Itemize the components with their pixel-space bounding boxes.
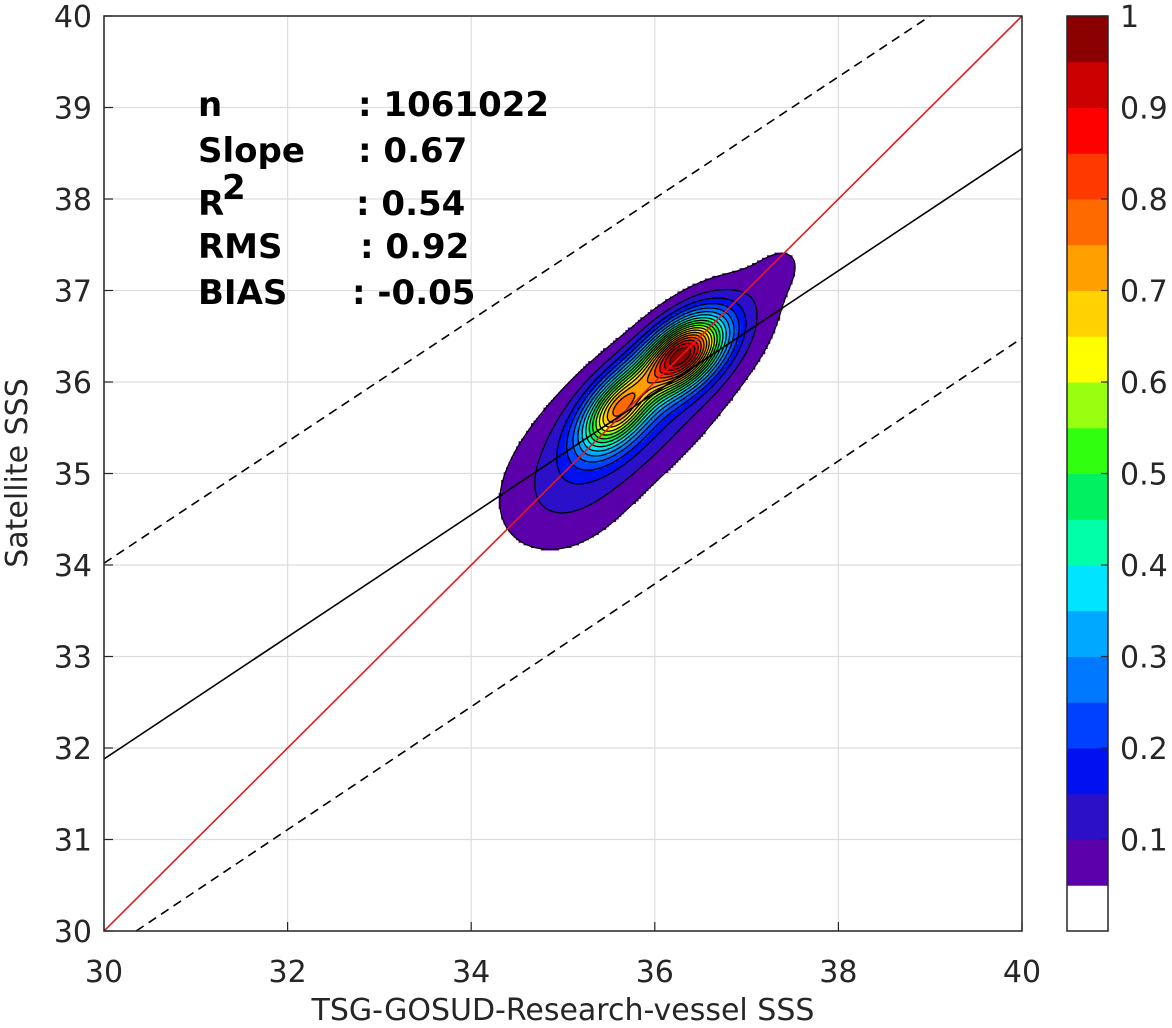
colorbar-tick-label: 0.8 bbox=[1120, 183, 1168, 218]
colorbar-swatch bbox=[1067, 839, 1108, 886]
colorbar-tick-label: 0.9 bbox=[1120, 92, 1168, 127]
lower-bound-line bbox=[135, 337, 1022, 931]
contour-line bbox=[534, 288, 758, 514]
colorbar-swatch bbox=[1067, 16, 1108, 63]
colorbar-swatch bbox=[1067, 107, 1108, 154]
colorbar-swatch bbox=[1067, 244, 1108, 291]
stat-label: n bbox=[198, 85, 222, 125]
colorbar-tick-label: 0.6 bbox=[1120, 366, 1168, 401]
colorbar-swatch bbox=[1067, 61, 1108, 108]
colorbar-swatch bbox=[1067, 702, 1108, 749]
contour-line bbox=[581, 314, 727, 452]
grid-lines bbox=[103, 15, 1023, 932]
colorbar-swatch bbox=[1067, 748, 1108, 795]
x-axis-ticks: 30 32 34 36 38 40 bbox=[85, 922, 1041, 990]
colorbar-swatch bbox=[1067, 336, 1108, 383]
colorbar-swatch bbox=[1067, 290, 1108, 337]
one-to-one-line bbox=[104, 16, 1022, 931]
colorbar-swatch bbox=[1067, 885, 1108, 932]
y-tick-label: 38 bbox=[54, 183, 92, 218]
colorbar-tick-label: 1 bbox=[1120, 0, 1139, 35]
x-tick-label: 32 bbox=[269, 955, 307, 990]
y-tick-label: 35 bbox=[54, 458, 92, 493]
contour-line bbox=[598, 327, 713, 432]
colorbar-tick-label: 0.2 bbox=[1120, 732, 1168, 767]
colorbar-swatch bbox=[1067, 153, 1108, 200]
contour-line bbox=[606, 331, 708, 424]
x-tick-label: 36 bbox=[636, 955, 674, 990]
x-axis-label: TSG-GOSUD-Research-vessel SSS bbox=[311, 993, 815, 1028]
contour-line bbox=[572, 307, 735, 463]
contour-line bbox=[595, 324, 716, 436]
colorbar-swatch bbox=[1067, 427, 1108, 474]
y-tick-label: 34 bbox=[54, 549, 92, 584]
stat-label: R bbox=[198, 184, 224, 224]
colorbar-tick-label: 0.7 bbox=[1120, 275, 1168, 310]
stat-value: : 0.67 bbox=[358, 131, 467, 171]
contour-line bbox=[669, 346, 692, 367]
colorbar-tick-label: 0.5 bbox=[1120, 458, 1168, 493]
contour-line bbox=[654, 336, 702, 379]
colorbar: 0.1 0.2 0.3 0.4 0.5 0.6 0.7 0.8 0.9 1 bbox=[1066, 0, 1168, 932]
stat-label: BIAS bbox=[198, 273, 287, 313]
colorbar-tick-label: 0.3 bbox=[1120, 641, 1168, 676]
y-tick-label: 33 bbox=[54, 641, 92, 676]
colorbar-swatch bbox=[1067, 656, 1108, 703]
y-tick-label: 36 bbox=[54, 366, 92, 401]
upper-bound-line bbox=[104, 16, 931, 564]
y-axis-label: Satellite SSS bbox=[0, 378, 35, 568]
colorbar-swatch bbox=[1067, 473, 1108, 520]
colorbar-swatch bbox=[1067, 199, 1108, 246]
reference-lines bbox=[104, 16, 1022, 931]
y-tick-label: 40 bbox=[54, 0, 92, 35]
x-tick-label: 38 bbox=[819, 955, 857, 990]
stat-value: : 0.92 bbox=[360, 227, 469, 267]
x-tick-label: 40 bbox=[1003, 955, 1041, 990]
colorbar-tick-label: 0.4 bbox=[1120, 549, 1168, 584]
colorbar-tick-label: 0.1 bbox=[1120, 824, 1168, 859]
stat-value: : -0.05 bbox=[352, 273, 475, 313]
contour-line bbox=[588, 319, 721, 444]
regression-line bbox=[104, 148, 1022, 760]
stat-superscript: 2 bbox=[222, 168, 246, 208]
colorbar-swatch bbox=[1067, 519, 1108, 566]
y-tick-label: 37 bbox=[54, 275, 92, 310]
x-tick-label: 30 bbox=[85, 955, 123, 990]
stat-label: RMS bbox=[198, 227, 283, 267]
y-axis-ticks: 30 31 32 33 34 35 36 37 38 39 40 bbox=[54, 0, 113, 950]
contour-line bbox=[577, 310, 731, 457]
colorbar-swatch bbox=[1067, 793, 1108, 840]
y-tick-label: 31 bbox=[54, 824, 92, 859]
stat-value: : 1061022 bbox=[358, 85, 549, 125]
contour-line bbox=[566, 302, 740, 471]
y-tick-label: 32 bbox=[54, 732, 92, 767]
colorbar-swatch bbox=[1067, 382, 1108, 429]
y-tick-label: 30 bbox=[54, 915, 92, 950]
contour-line bbox=[659, 339, 699, 375]
x-tick-label: 34 bbox=[452, 955, 490, 990]
contour-lines bbox=[499, 252, 796, 551]
contour-line bbox=[592, 322, 718, 440]
y-tick-label: 39 bbox=[54, 92, 92, 127]
colorbar-swatch bbox=[1067, 610, 1108, 657]
stat-value: : 0.54 bbox=[356, 184, 465, 224]
stat-label: Slope bbox=[198, 131, 305, 171]
colorbar-swatch bbox=[1067, 565, 1108, 612]
statistics-panel: n : 1061022 Slope : 0.67 R2 : 0.54 RMS : 0.92 BI… bbox=[198, 85, 549, 313]
